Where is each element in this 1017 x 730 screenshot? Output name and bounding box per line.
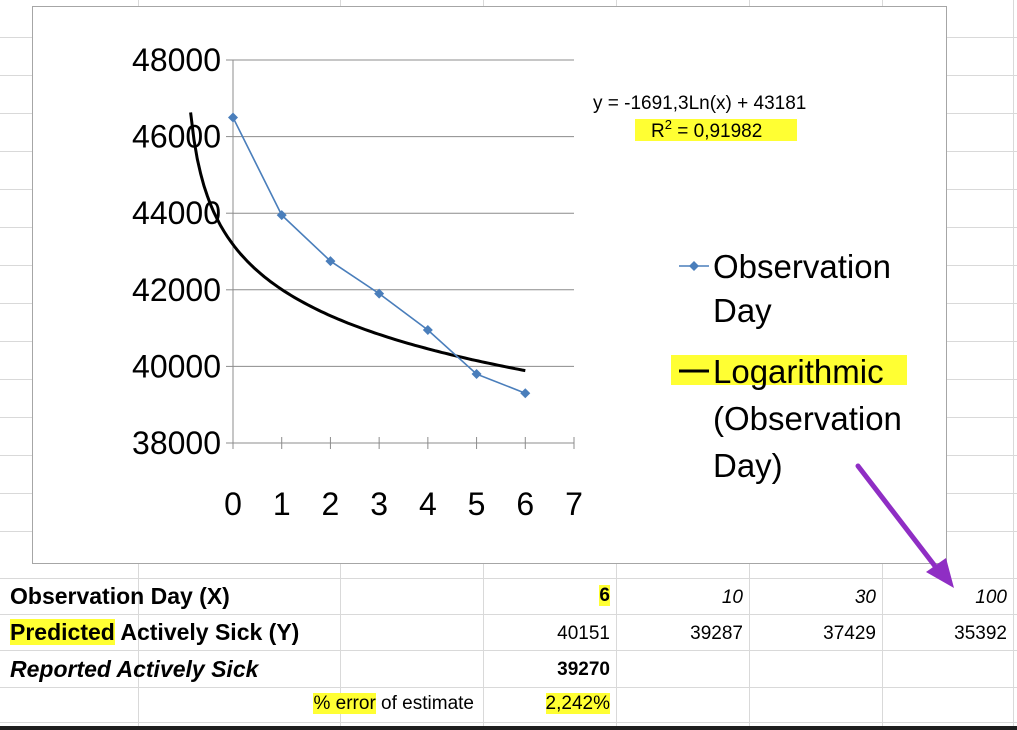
- cell-obs-day-1: 6: [483, 585, 610, 607]
- cell-obs-day-2: 10: [721, 587, 743, 608]
- chart-area: 38000 40000 42000 44000 46000 48000 0 1 2 3 4 5 6 7 y …: [32, 6, 947, 564]
- data-point: [276, 210, 287, 221]
- cell-obs-day-4: 100: [975, 587, 1007, 608]
- y-tick-label: 38000: [132, 425, 221, 461]
- row-label-reported: Reported Actively Sick: [10, 656, 259, 682]
- row-label-error-rest: of estimate: [375, 693, 474, 714]
- chart-svg: 38000 40000 42000 44000 46000 48000 0 1 2 3 4 5 6 7 y …: [132, 42, 907, 522]
- legend-highlight-logarithmic: [671, 355, 907, 385]
- y-tick-label: 42000: [132, 272, 221, 308]
- data-point: [325, 256, 336, 267]
- cell-predicted-1: 40151: [557, 623, 610, 644]
- highlight-obs-day-1: 6: [599, 585, 610, 606]
- x-tick-label: 4: [419, 486, 437, 522]
- legend-label-logarithmic: (Observation: [713, 400, 902, 437]
- data-point: [471, 369, 482, 380]
- legend-label-logarithmic: Logarithmic: [713, 353, 884, 390]
- cell-predicted-4: 35392: [954, 623, 1007, 644]
- trendline-equation: y = -1691,3Ln(x) + 43181: [593, 93, 806, 114]
- r2-highlight: [635, 119, 797, 141]
- trendline-log: [189, 112, 526, 373]
- data-point: [520, 388, 531, 399]
- legend-marker-observation-day: [689, 261, 699, 271]
- legend-label-logarithmic: Day): [713, 447, 783, 484]
- row-label-observation-day: Observation Day (X): [10, 583, 230, 609]
- x-tick-label: 0: [224, 486, 242, 522]
- y-tick-label: 48000: [132, 42, 221, 78]
- x-tick-label: 5: [468, 486, 486, 522]
- x-tick-label: 7: [565, 486, 583, 522]
- series-line-observation-day: [232, 117, 526, 394]
- data-point: [422, 325, 433, 336]
- trendline-r2: R2 = 0,91982: [651, 117, 762, 142]
- cell-predicted-2: 39287: [690, 623, 743, 644]
- legend-label-observation-day: Day: [713, 292, 772, 329]
- cell-obs-day-3: 30: [854, 587, 876, 608]
- row-label-predicted-rest: Actively Sick (Y): [114, 619, 300, 645]
- data-point: [374, 288, 385, 299]
- highlight-error: % error: [313, 693, 376, 714]
- cell-reported-1: 39270: [557, 659, 610, 680]
- y-tick-label: 46000: [132, 119, 221, 155]
- x-tick-label: 6: [516, 486, 534, 522]
- cell-predicted-3: 37429: [823, 623, 876, 644]
- cell-error-1: 2,242%: [483, 693, 610, 715]
- y-tick-label: 44000: [132, 195, 221, 231]
- highlight-error-value: 2,242%: [545, 693, 610, 714]
- data-point: [228, 112, 238, 123]
- legend-label-observation-day: Observation: [713, 248, 891, 285]
- row-label-error: % error of estimate: [150, 693, 474, 715]
- x-tick-label: 3: [370, 486, 388, 522]
- annotation-arrow: [855, 463, 954, 588]
- x-tick-label: 2: [322, 486, 340, 522]
- x-tick-label: 1: [273, 486, 291, 522]
- row-label-predicted: Predicted Actively Sick (Y): [10, 618, 299, 646]
- y-tick-label: 40000: [132, 348, 221, 384]
- highlight-predicted: Predicted: [10, 619, 115, 645]
